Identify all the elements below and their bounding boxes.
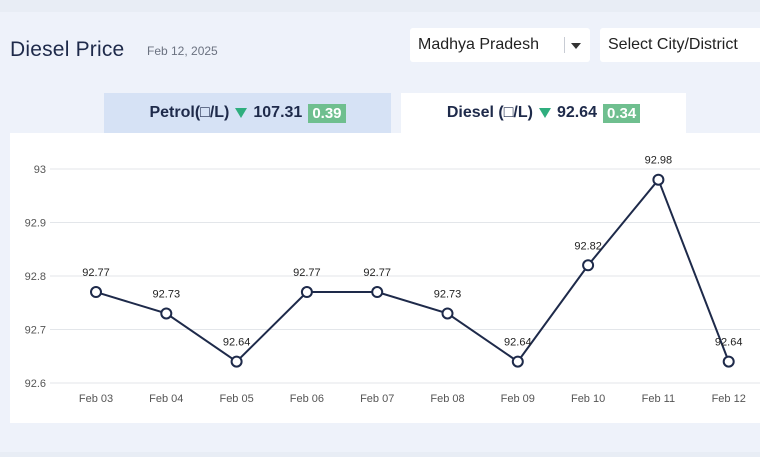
x-tick-label: Feb 06 (290, 393, 324, 405)
series-line (95, 177, 730, 363)
data-point[interactable] (511, 355, 524, 368)
data-label: 92.64 (223, 337, 251, 349)
data-point[interactable] (300, 286, 313, 299)
x-tick-label: Feb 11 (642, 393, 675, 405)
tab-petrol-price: 107.31 (253, 104, 303, 121)
data-point[interactable] (160, 307, 173, 320)
x-tick-label: Feb 05 (219, 393, 253, 405)
tab-diesel-price: 92.64 (556, 104, 597, 121)
data-label: 92.77 (82, 267, 110, 279)
data-label: 92.77 (363, 267, 391, 279)
y-tick-label: 92.8 (25, 271, 46, 283)
tab-petrol[interactable]: Petrol(□/L) 107.31 0.39 (104, 93, 391, 133)
x-tick-label: Feb 07 (360, 393, 394, 405)
trend-down-icon (538, 108, 551, 118)
x-tick-label: Feb 04 (149, 393, 183, 405)
state-select-value: Madhya Pradesh (418, 36, 539, 53)
trend-down-icon (235, 108, 248, 118)
y-tick-label: 92.9 (25, 218, 46, 230)
data-label: 92.82 (574, 240, 602, 252)
tab-petrol-label: Petrol(□/L) (149, 104, 230, 121)
data-point[interactable] (371, 286, 384, 299)
data-label: 92.98 (645, 155, 673, 167)
y-tick-label: 92.6 (25, 378, 46, 390)
tab-petrol-change-badge: 0.39 (308, 103, 346, 123)
price-chart-card: 92.6 92.7 92.8 92.9 93 Feb 03 Feb 04 Feb 05 Feb… (10, 133, 760, 423)
data-point[interactable] (230, 355, 243, 368)
data-point[interactable] (652, 173, 665, 186)
data-point[interactable] (441, 307, 454, 320)
data-label: 92.73 (434, 288, 462, 300)
data-point[interactable] (722, 355, 735, 368)
select-separator (564, 37, 565, 53)
y-tick-label: 92.7 (25, 325, 46, 337)
y-tick-label: 93 (34, 164, 46, 176)
x-tick-label: Feb 10 (571, 393, 605, 405)
page-date: Feb 12, 2025 (147, 44, 218, 58)
tab-diesel[interactable]: Diesel (□/L) 92.64 0.34 (401, 93, 686, 133)
x-tick-label: Feb 12 (712, 393, 746, 405)
data-point[interactable] (90, 286, 102, 299)
data-label: 92.73 (153, 288, 181, 300)
page-title: Diesel Price (10, 38, 125, 61)
chevron-down-icon[interactable] (571, 43, 581, 49)
data-label: 92.64 (715, 337, 743, 349)
x-tick-label: Feb 09 (501, 393, 535, 405)
price-line-chart: 92.6 92.7 92.8 92.9 93 Feb 03 Feb 04 Feb 05 Feb… (25, 155, 760, 405)
data-label: 92.64 (504, 337, 532, 349)
x-tick-label: Feb 08 (430, 393, 464, 405)
tab-diesel-change-badge: 0.34 (602, 103, 641, 123)
city-select-placeholder: Select City/District (608, 36, 738, 53)
data-point[interactable] (582, 259, 595, 272)
data-label: 92.77 (293, 267, 321, 279)
state-select[interactable]: Madhya Pradesh (410, 28, 590, 62)
tab-diesel-label: Diesel (□/L) (446, 104, 533, 121)
city-select[interactable]: Select City/District (600, 28, 760, 62)
x-tick-label: Feb 03 (79, 393, 113, 405)
